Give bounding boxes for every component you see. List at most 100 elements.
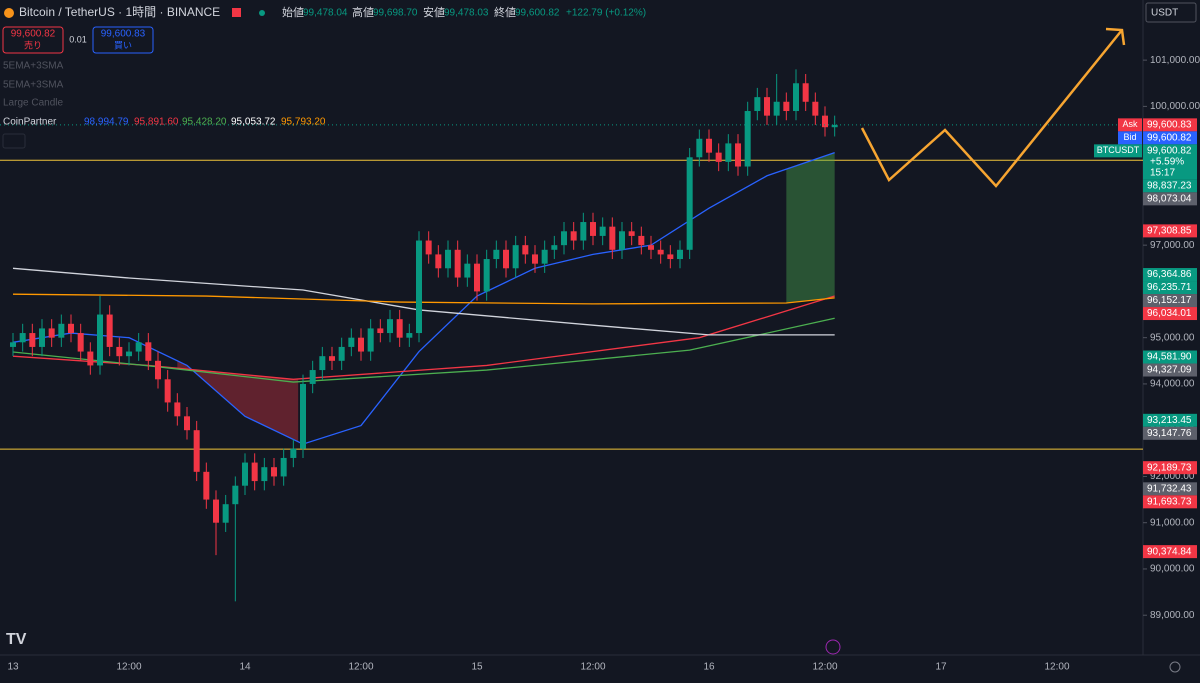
candle-body (126, 351, 132, 357)
candle-body (358, 337, 364, 352)
candle-body (222, 504, 229, 523)
candle-body (174, 402, 181, 417)
candle-body (184, 416, 190, 431)
x-tick-label: 16 (703, 662, 715, 673)
candle-body (416, 240, 422, 334)
price-tag-label: 94,581.90 (1147, 352, 1192, 363)
candle-body (667, 254, 674, 260)
ohlc-label: 安値 (423, 5, 445, 19)
price-tag (1143, 144, 1197, 180)
sell-button[interactable] (2, 26, 64, 54)
candle-body (802, 83, 809, 102)
indicator-name: 5EMA+3SMA (3, 61, 64, 72)
candle-body (445, 249, 451, 269)
candle-body (483, 259, 490, 292)
indicator-value: 95,428.20 (182, 117, 227, 128)
settings-icon[interactable] (1169, 661, 1181, 673)
annotation-arrow (860, 29, 1123, 188)
candle-body (435, 254, 442, 269)
price-tag-label: 93,147.76 (1147, 428, 1192, 439)
sell-price: 99,600.82 (11, 29, 56, 40)
candle-body (10, 342, 16, 347)
sell-label: 売り (24, 39, 42, 50)
candle-body (744, 111, 751, 167)
price-tag-label: 96,364.86 (1147, 269, 1192, 280)
price-tag-label: 90,374.84 (1147, 546, 1192, 557)
price-tag-label: 98,837.23 (1147, 180, 1192, 191)
collapse-button[interactable] (2, 133, 26, 149)
candle-body (454, 249, 461, 278)
ohlc-label: 終値 (494, 5, 516, 19)
candle-body (551, 245, 558, 250)
price-tag-label: 96,034.01 (1147, 308, 1192, 319)
price-tag (1143, 495, 1197, 509)
flag[interactable] (232, 8, 241, 17)
price-tag (1143, 461, 1197, 475)
indicator-name: Large Candle (3, 98, 63, 109)
y-tick-label: 101,000.00 (1150, 55, 1200, 66)
indicator-value: 98,994.79 (84, 117, 129, 128)
indicator-value: 95,891.60 (134, 117, 179, 128)
symbol: Bitcoin / TetherUS · 1時間 · BINANCE (19, 5, 220, 19)
price-tag-label: 99,600.82 (1147, 145, 1192, 156)
candle-body (619, 231, 625, 250)
price-tag-extra: 15:17 (1150, 167, 1175, 178)
candle-body (464, 263, 471, 278)
candle-body (474, 263, 480, 292)
ohlc-value: 99,600.82 (515, 8, 560, 19)
price-tag-label: 99,600.82 (1147, 132, 1192, 143)
event-icon[interactable] (825, 639, 841, 655)
candle-body (696, 138, 703, 158)
candle-body (599, 226, 606, 236)
indicator-line (12, 293, 835, 305)
candle-body (203, 471, 210, 500)
price-tag-label: 97,308.85 (1147, 226, 1192, 237)
candle-body (735, 143, 741, 167)
candle-body (290, 448, 297, 458)
indicator-cloud (786, 152, 835, 303)
x-tick-label: 12:00 (1044, 662, 1069, 673)
y-tick-label: 97,000.00 (1150, 240, 1195, 251)
ohlc-label: 高値 (352, 5, 374, 19)
candle-body (570, 231, 577, 241)
candle-body (377, 328, 384, 334)
price-tag (1143, 118, 1197, 132)
ohlc-value: 99,478.03 (444, 8, 489, 19)
candle-body (97, 314, 103, 366)
candle-body (657, 249, 664, 255)
indicator-value: 95,793.20 (281, 117, 326, 128)
y-tick-label: 89,000.00 (1150, 610, 1195, 621)
candle-body (280, 457, 287, 477)
candle-body (39, 328, 45, 347)
candle-body (406, 333, 413, 338)
candle-body (773, 101, 780, 116)
candle-body (783, 101, 790, 112)
candle-body (348, 337, 355, 347)
candle-body (831, 124, 838, 128)
candle-body (561, 231, 567, 246)
candle-body (387, 319, 393, 334)
candle-body (87, 351, 94, 366)
indicator-name: 5EMA+3SMA (3, 80, 64, 91)
price-tag-label: 93,213.45 (1147, 415, 1192, 426)
candle-body (329, 356, 335, 361)
candle-body (541, 249, 548, 264)
currency-button[interactable] (1145, 2, 1197, 23)
price-tag (1143, 363, 1197, 377)
currency: USDT (1151, 8, 1178, 19)
candle-body (628, 231, 635, 236)
buy-button[interactable] (92, 26, 154, 54)
candle-body (319, 356, 326, 371)
status-dot (259, 10, 265, 16)
price-tag (1143, 268, 1197, 282)
candle-body (754, 97, 761, 112)
candle-body (367, 328, 374, 352)
price-tag-name-bg (1118, 131, 1142, 145)
candle-body (396, 319, 403, 338)
candle-body (145, 342, 152, 361)
candle-body (48, 328, 55, 338)
y-tick-label: 92,000.00 (1150, 471, 1195, 482)
price-tag-label: 92,189.73 (1147, 462, 1192, 473)
